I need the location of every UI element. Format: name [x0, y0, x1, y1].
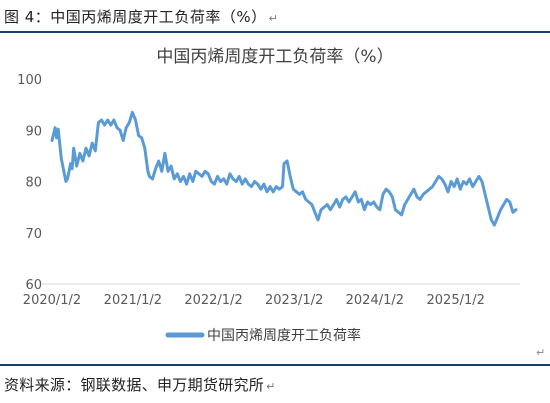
y-tick-label: 70	[25, 227, 42, 242]
x-axis-ticks: 2020/1/2 2021/1/2 2022/1/2 2023/1/2 2024/1/2…	[23, 293, 485, 308]
x-tick-label: 2020/1/2	[23, 293, 81, 308]
chart-legend: 中国丙烯周度开工负荷率	[165, 327, 361, 344]
x-tick-label: 2024/1/2	[346, 293, 404, 308]
paragraph-mark-icon: ↵	[536, 346, 546, 359]
y-tick-label: 80	[25, 176, 42, 191]
legend-label: 中国丙烯周度开工负荷率	[207, 327, 361, 344]
bottom-rule	[0, 364, 550, 366]
figure-caption: 图 4：中国丙烯周度开工负荷率（%） ↵	[4, 6, 278, 27]
top-rule	[0, 31, 550, 33]
source-text: 资料来源：钢联数据、申万期货研究所	[4, 376, 265, 394]
source-note: 资料来源：钢联数据、申万期货研究所 ↵	[4, 374, 276, 395]
series-group	[50, 110, 518, 227]
series-line	[50, 110, 518, 227]
y-tick-label: 100	[17, 73, 42, 88]
y-tick-label: 60	[25, 278, 42, 293]
x-tick-label: 2025/1/2	[427, 293, 485, 308]
x-tick-label: 2021/1/2	[104, 293, 162, 308]
chart-title: 中国丙烯周度开工负荷率（%）	[156, 47, 393, 67]
x-tick-label: 2023/1/2	[265, 293, 323, 308]
line-chart: 中国丙烯周度开工负荷率（%） 60 70 80 90 100 2020/1/2 2021/…	[17, 47, 520, 344]
x-tick-label: 2022/1/2	[184, 293, 242, 308]
y-axis-ticks: 60 70 80 90 100	[17, 73, 42, 293]
paragraph-mark-icon: ↵	[266, 380, 276, 393]
paragraph-mark-icon: ↵	[268, 12, 279, 25]
figure-caption-text: 图 4：中国丙烯周度开工负荷率（%）	[4, 8, 267, 26]
y-tick-label: 90	[25, 124, 42, 139]
